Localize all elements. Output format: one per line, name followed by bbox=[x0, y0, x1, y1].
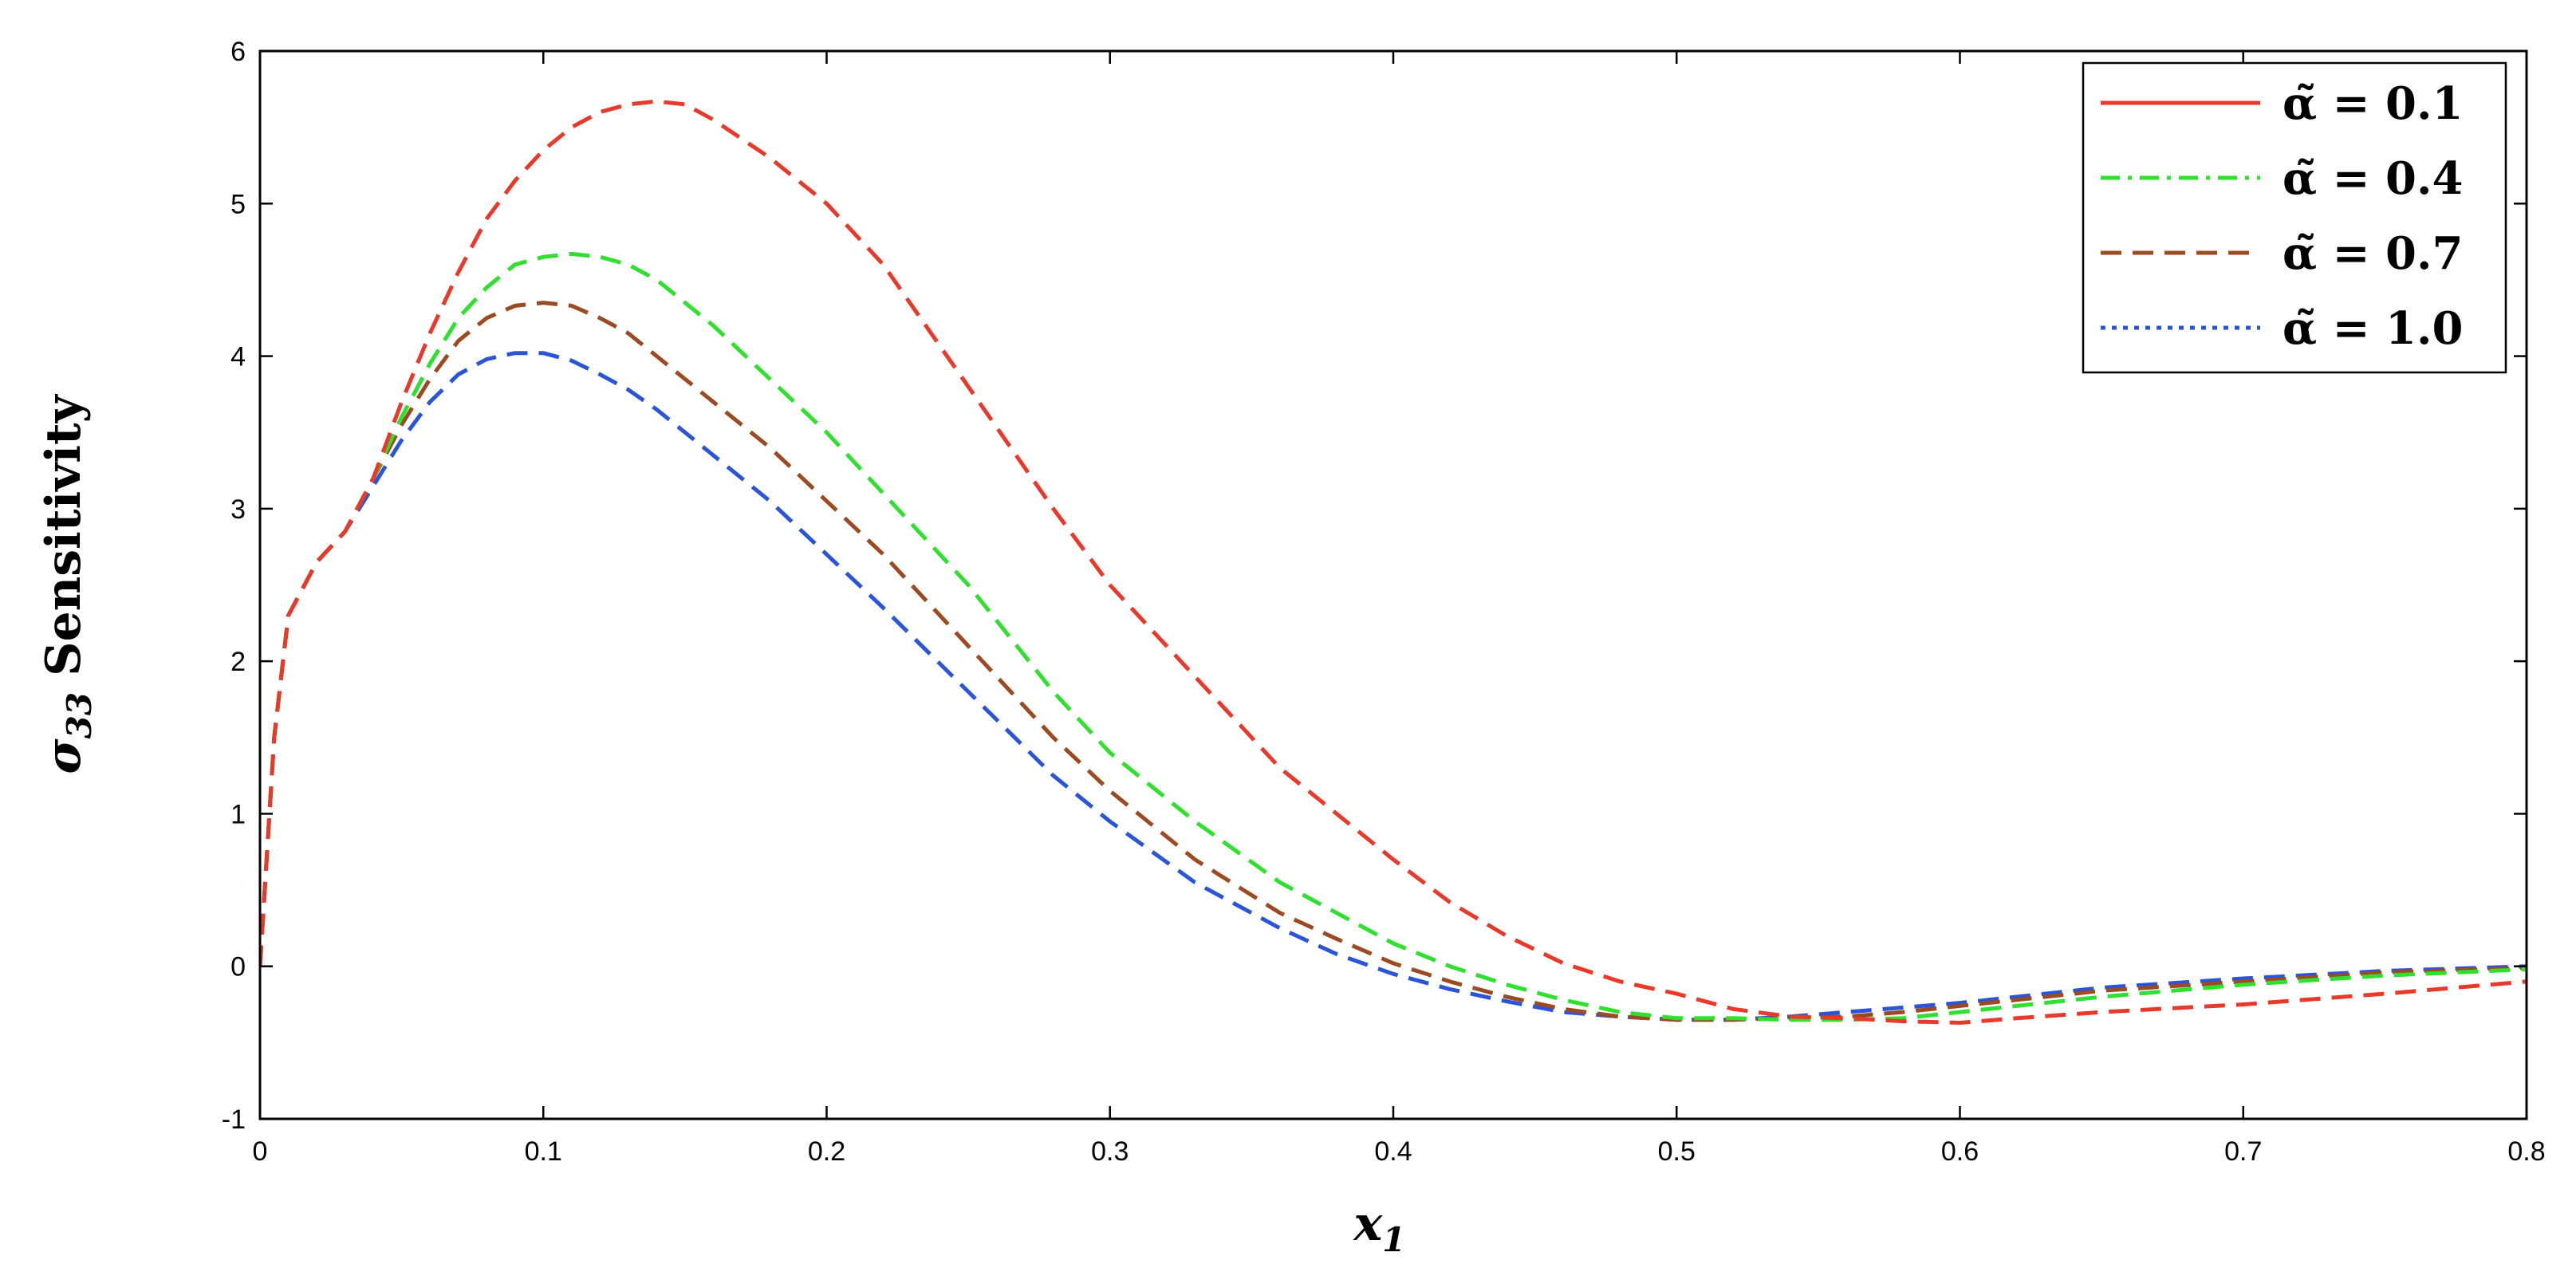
series-line bbox=[260, 251, 2527, 1022]
x-tick-label: 0.4 bbox=[1374, 1136, 1412, 1167]
y-tick-label: 3 bbox=[230, 494, 246, 525]
legend-label: α̃ = 0.1 bbox=[2283, 77, 2463, 130]
y-tick-label: 5 bbox=[230, 189, 246, 219]
y-tick-label: 2 bbox=[230, 647, 246, 677]
legend-box bbox=[2082, 61, 2507, 374]
legend-label: α̃ = 0.4 bbox=[2283, 152, 2463, 205]
y-tick-label: -1 bbox=[222, 1105, 246, 1135]
legend-label: α̃ = 0.7 bbox=[2283, 227, 2463, 280]
legend: α̃ = 0.1 α̃ = 0.4 α̃ = 0.7 α̃ = 1.0 bbox=[2082, 61, 2507, 374]
y-tick-label: 0 bbox=[230, 952, 246, 982]
x-tick-label: 0.5 bbox=[1658, 1136, 1696, 1167]
x-tick-label: 0.3 bbox=[1091, 1136, 1128, 1167]
y-tick-label: 1 bbox=[230, 799, 246, 829]
x-tick-label: 0 bbox=[253, 1136, 268, 1167]
series-line bbox=[260, 301, 2527, 1022]
y-axis-title: σ33Sensitivity bbox=[36, 393, 99, 774]
y-tick-label: 4 bbox=[230, 342, 246, 372]
series-line bbox=[260, 99, 2527, 1025]
x-tick-label: 0.1 bbox=[525, 1136, 562, 1167]
y-tick-label: 6 bbox=[230, 37, 246, 67]
x-tick-label: 0.6 bbox=[1941, 1136, 1979, 1167]
series-line bbox=[260, 351, 2527, 1022]
x-tick-label: 0.7 bbox=[2224, 1136, 2262, 1167]
x-axis-title: x1 bbox=[1352, 1196, 1405, 1259]
legend-label: α̃ = 1.0 bbox=[2283, 302, 2463, 355]
plot-lines bbox=[260, 99, 2527, 1025]
x-tick-label: 0.2 bbox=[808, 1136, 845, 1167]
x-tick-label: 0.8 bbox=[2507, 1136, 2545, 1167]
